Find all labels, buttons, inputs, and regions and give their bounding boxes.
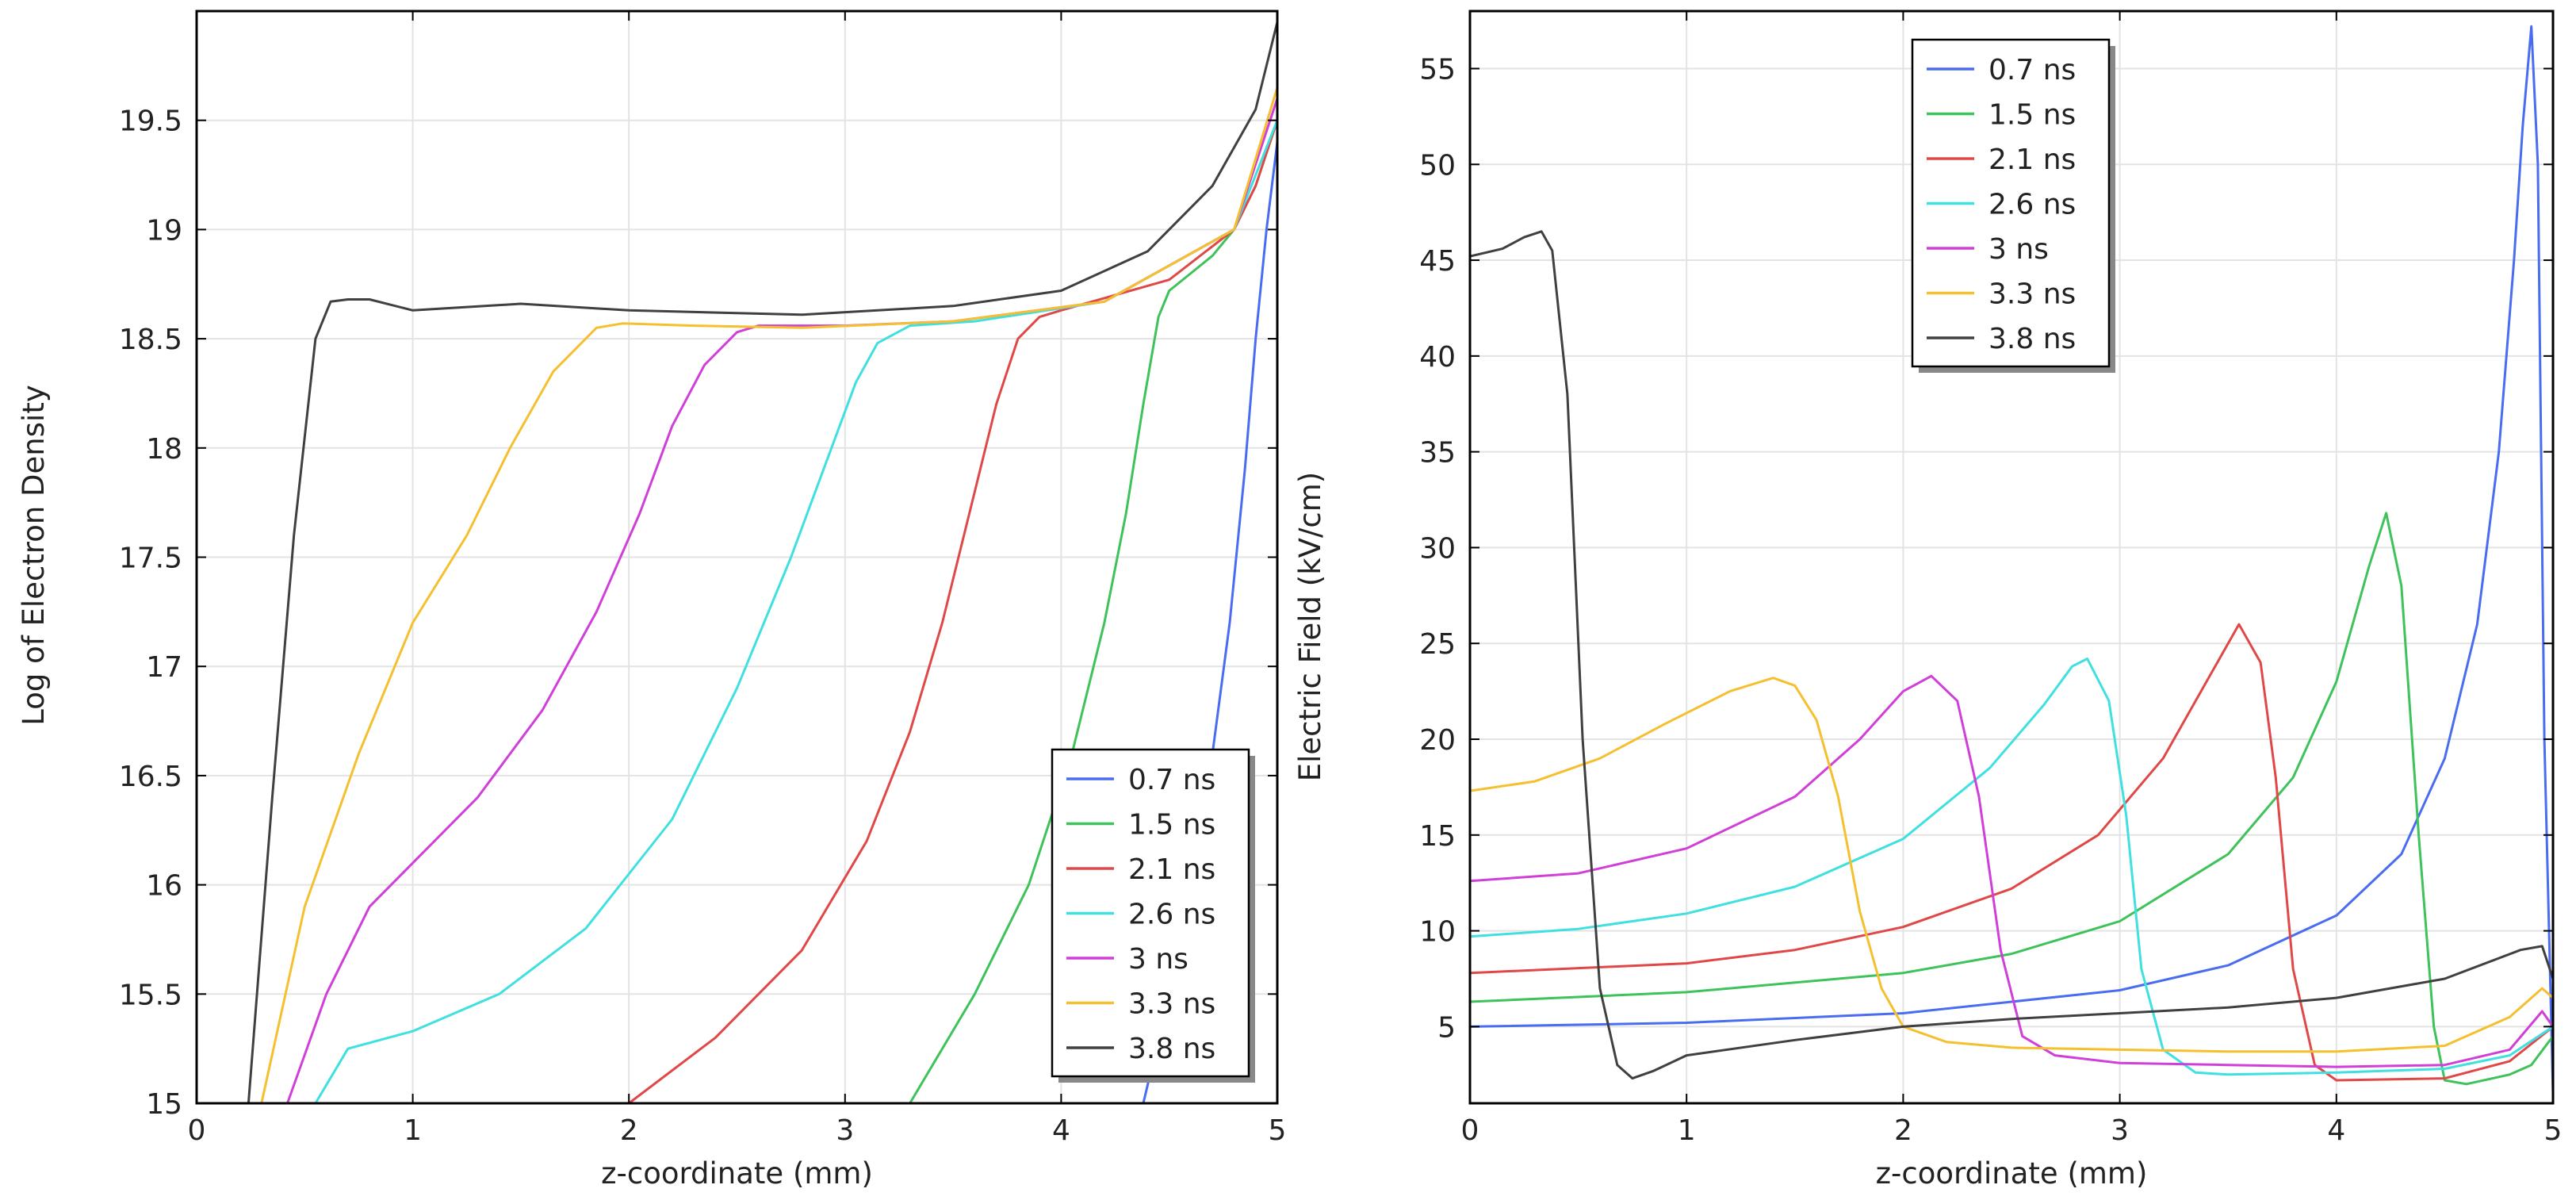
legend-label: 0.7 ns [1128,764,1215,796]
plot-frame [1468,10,2555,1105]
x-axis-label: z-coordinate (mm) [1876,1156,2148,1191]
legend-label: 2.6 ns [1988,189,2076,221]
x-tick-label: 4 [2327,1114,2345,1147]
x-tick-label: 0 [1461,1114,1479,1147]
legend-label: 2.6 ns [1128,899,1215,931]
y-tick-label: 20 [1419,724,1456,757]
legend: 0.7 ns 1.5 ns 2.1 ns 2.6 ns 3 ns 3.3 ns 3.8 ns [1911,38,2115,373]
y-tick-label: 15 [1419,820,1456,853]
y-tick-label: 45 [1419,245,1456,278]
y-tick-label: 25 [1419,628,1456,661]
series-line-3-ns [1470,674,2553,1068]
series-group [1470,25,2553,1095]
series-line-3_3-ns [1470,677,2553,1053]
legend-label: 3 ns [1988,233,2049,266]
y-axis-label: Electric Field (kV/cm) [1293,472,1327,782]
legend-label: 2.1 ns [1988,144,2076,176]
electric-field-chart: 0 1 2 3 4 5510152025303540455055z-coordinate … [1293,10,2563,1191]
y-tick-label: 19.5 [119,105,182,138]
legend-label: 1.5 ns [1988,99,2076,132]
series-group [247,21,1277,1103]
y-tick-label: 10 [1419,916,1456,949]
legend-label: 0.7 ns [1988,54,2076,86]
y-tick-label: 16.5 [119,761,182,793]
y-tick-label: 5 [1437,1011,1456,1044]
legend-label: 3.8 ns [1988,323,2076,355]
legend-label: 3 ns [1128,943,1188,976]
y-tick-label: 17.5 [119,543,182,575]
series-line-1_5-ns [909,119,1277,1103]
legend-label: 1.5 ns [1128,809,1215,842]
y-tick-label: 18 [146,433,182,466]
legend-label: 2.1 ns [1128,853,1215,886]
legend-label: 3.8 ns [1128,1033,1215,1065]
y-tick-label: 55 [1419,53,1456,86]
y-axis-label: Log of Electron Density [17,385,51,725]
x-tick-label: 2 [1894,1114,1912,1147]
y-tick-label: 15.5 [119,979,182,1011]
y-tick-label: 15 [146,1088,182,1121]
y-tick-label: 18.5 [119,324,182,356]
series-line-1_5-ns [1470,512,2553,1086]
x-tick-label: 3 [836,1114,854,1147]
series-line-3_8-ns [1470,230,2553,1080]
electron-density-chart: 0 1 2 3 4 5 15 15.5 16 16.5 17 17.5 18 18.5 19 19.5 z-co… [17,10,1287,1191]
x-tick-label: 5 [2544,1114,2563,1147]
legend-label: 3.3 ns [1128,988,1215,1021]
x-tick-label: 4 [1052,1114,1070,1147]
x-tick-label: 1 [404,1114,422,1147]
y-tick-label: 35 [1419,437,1456,470]
legend-label: 3.3 ns [1988,278,2076,311]
y-tick-label: 30 [1419,532,1456,565]
y-tick-label: 40 [1419,341,1456,374]
x-tick-label: 1 [1678,1114,1696,1147]
series-line-3_3-ns [260,86,1277,1103]
x-tick-label: 0 [188,1114,206,1147]
series-line-2_6-ns [314,119,1277,1103]
y-tick-label: 19 [146,214,182,247]
series-line-2_1-ns [1470,623,2553,1082]
series-line-3_8-ns [247,21,1277,1103]
x-tick-label: 3 [2111,1114,2129,1147]
x-tick-label: 2 [620,1114,638,1147]
series-line-0_7-ns [1470,25,2553,1095]
y-tick-label: 16 [146,870,182,903]
legend: 0.7 ns 1.5 ns 2.1 ns 2.6 ns 3 ns 3.3 ns 3.8 ns [1051,748,1255,1083]
y-tick-label: 50 [1419,149,1456,182]
y-tick-label: 17 [146,651,182,684]
series-line-2_1-ns [627,119,1277,1103]
x-tick-label: 5 [1269,1114,1287,1147]
x-axis-label: z-coordinate (mm) [601,1156,873,1191]
series-line-2_6-ns [1470,658,2553,1076]
